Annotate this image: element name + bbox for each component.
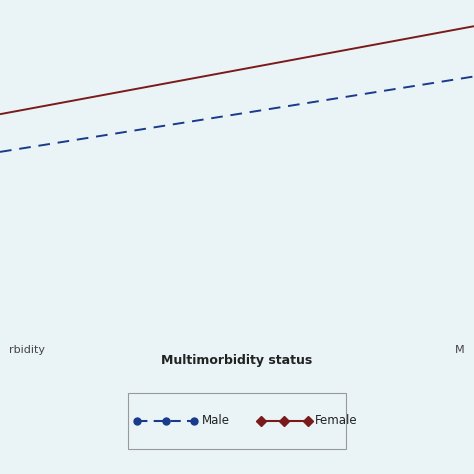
Text: Multimorbidity status: Multimorbidity status: [161, 354, 313, 367]
Text: Male: Male: [201, 414, 229, 428]
Text: Female: Female: [315, 414, 358, 428]
FancyBboxPatch shape: [128, 393, 346, 449]
Text: rbidity: rbidity: [9, 346, 46, 356]
Text: M: M: [455, 346, 465, 356]
